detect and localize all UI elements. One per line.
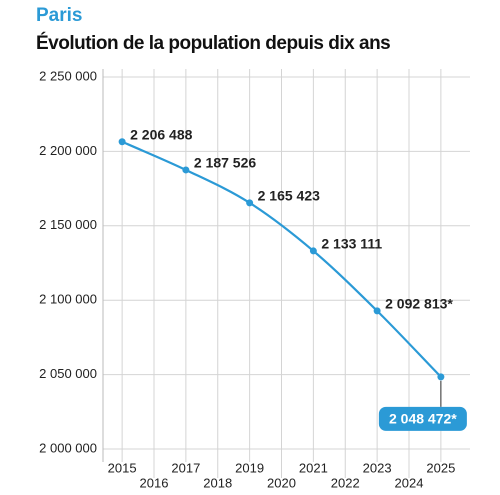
- line: [121, 140, 442, 378]
- x-tick-label: 2018: [203, 475, 232, 490]
- marker: [437, 373, 445, 381]
- x-tick-label: 2017: [171, 460, 200, 475]
- marker: [118, 138, 126, 146]
- chart-subtitle: Évolution de la population depuis dix an…: [36, 32, 390, 54]
- chart-title: Paris: [36, 5, 82, 26]
- x-tick-label: 2019: [235, 460, 264, 475]
- x-tick-label: 2016: [140, 475, 169, 490]
- marker: [309, 247, 317, 255]
- data-label: 2 165 423: [258, 188, 320, 204]
- label-box: [378, 406, 467, 431]
- x-tick-label: 2024: [395, 475, 424, 490]
- data-label: 2 133 111: [321, 236, 382, 252]
- y-tick-label: 2 000 000: [39, 440, 97, 455]
- data-label: 2 187 526: [194, 155, 256, 171]
- y-tick-label: 2 150 000: [39, 217, 97, 232]
- x-tick-label: 2022: [331, 475, 360, 490]
- y-tick-label: 2 200 000: [39, 143, 97, 158]
- x-tick-label: 2021: [299, 460, 328, 475]
- y-tick-label: 2 100 000: [39, 292, 97, 307]
- data-label: 2 092 813*: [385, 296, 453, 312]
- x-tick-label: 2020: [267, 475, 296, 490]
- marker: [182, 166, 190, 174]
- x-tick-label: 2023: [363, 460, 392, 475]
- data-label: 2 206 488: [130, 126, 192, 142]
- marker: [373, 307, 381, 315]
- marker: [246, 199, 254, 207]
- data-label: 2 048 472*: [389, 411, 457, 427]
- y-tick-label: 2 250 000: [39, 68, 97, 83]
- x-tick-label: 2015: [108, 460, 137, 475]
- x-tick-label: 2025: [426, 460, 455, 475]
- y-tick-label: 2 050 000: [39, 366, 97, 381]
